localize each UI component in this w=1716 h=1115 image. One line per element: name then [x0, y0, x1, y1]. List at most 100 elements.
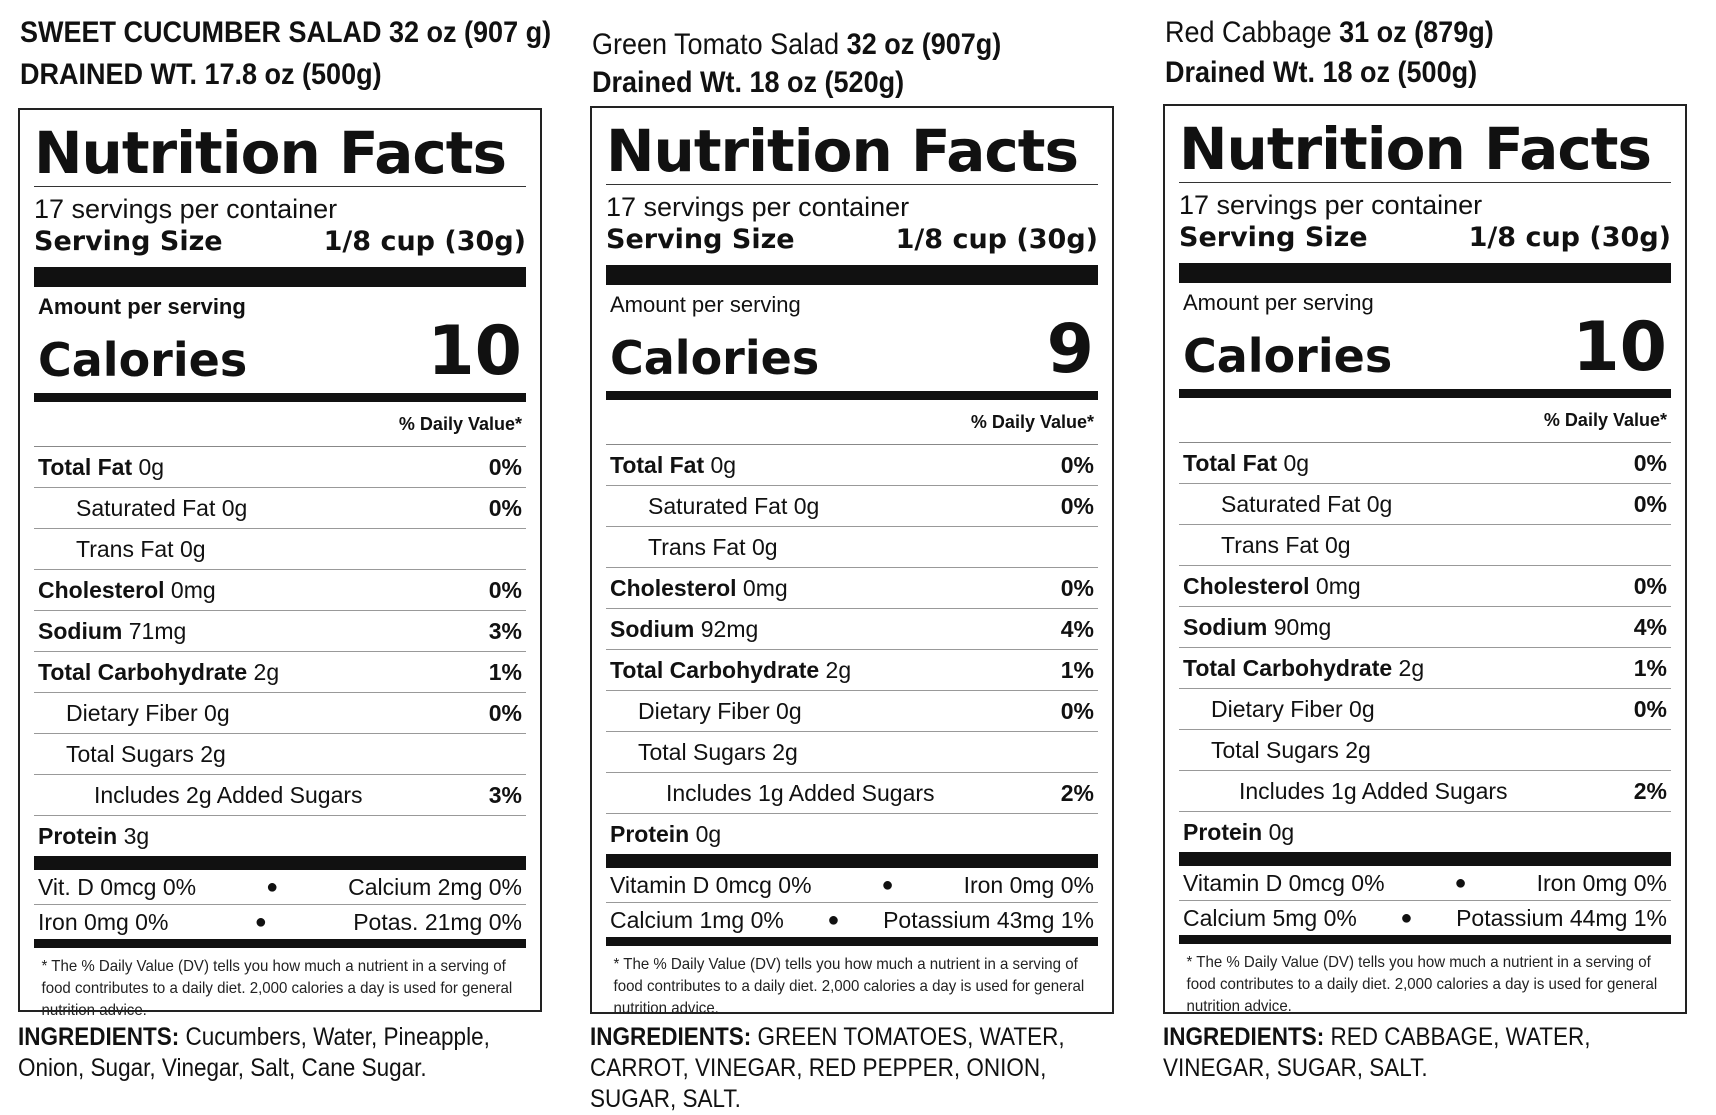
bullet-icon: ●	[254, 910, 267, 933]
amount-per-serving: Amount per serving	[38, 294, 246, 319]
vitamin-left: Iron 0mg 0%	[38, 908, 169, 935]
nutrient-row: Total Sugars 2g	[1179, 730, 1671, 771]
nutrient-daily-value: 0%	[488, 576, 522, 603]
nutrient-row: Includes 2g Added Sugars 3%	[34, 775, 526, 816]
nutrient-name-amount: Cholesterol 0mg	[38, 577, 216, 604]
nutrition-facts-heading: Nutrition Facts	[34, 122, 526, 187]
product-name: Red Cabbage	[1165, 16, 1332, 49]
drained-weight: 17.8 oz (500g)	[204, 58, 382, 91]
nutrient-daily-value: 2%	[1060, 779, 1094, 806]
thick-divider	[1179, 263, 1671, 283]
vitamin-right: Potas. 21mg 0%	[353, 908, 522, 935]
nutrient-name-amount: Trans Fat 0g	[610, 534, 778, 561]
drained-weight-line: DRAINED WT. 17.8 oz (500g)	[20, 58, 382, 92]
amount-per-serving: Amount per serving	[1183, 290, 1374, 315]
serving-size-row: Serving Size 1/8 cup (30g)	[606, 223, 1098, 265]
medium-divider	[34, 393, 526, 402]
nutrient-daily-value: 0%	[1060, 492, 1094, 519]
nutrient-daily-value: 2%	[1633, 777, 1667, 804]
nutrient-name: Protein	[38, 822, 118, 849]
servings-per-container: 17 servings per container	[1179, 190, 1483, 220]
nutrient-name-amount: Total Carbohydrate 2g	[1183, 655, 1424, 682]
calories-label: Calories	[610, 331, 820, 385]
nutrient-name: Protein	[610, 820, 690, 847]
serving-size-label: Serving Size	[606, 224, 795, 255]
nutrient-daily-value: 0%	[488, 453, 522, 480]
drained-label: DRAINED WT.	[20, 58, 197, 91]
nutrient-amount: 2g	[200, 740, 226, 767]
thick-divider	[606, 854, 1098, 868]
nutrient-name: Protein	[1183, 818, 1263, 845]
nutrient-row: Saturated Fat 0g 0%	[606, 486, 1098, 527]
nutrient-amount: 0g	[1349, 695, 1375, 722]
daily-value-header: % Daily Value*	[1179, 398, 1671, 443]
vitamin-left: Vit. D 0mcg 0%	[38, 873, 197, 900]
nutrient-daily-value: 3%	[488, 781, 522, 808]
nutrient-name-amount: Total Fat 0g	[38, 454, 164, 481]
daily-value-footnote: * The % Daily Value (DV) tells you how m…	[613, 956, 1085, 1017]
vitamin-left: Calcium 5mg 0%	[1183, 904, 1357, 931]
nutrient-daily-value: 0%	[1060, 451, 1094, 478]
nutrient-amount: 0g	[204, 699, 230, 726]
nutrient-amount: 2g	[825, 656, 852, 683]
nutrient-daily-value: 0%	[1633, 572, 1667, 599]
bullet-icon: ●	[881, 873, 894, 896]
nutrient-name-amount: Total Sugars 2g	[1183, 737, 1371, 764]
medium-divider	[606, 937, 1098, 946]
vitamin-right: Potassium 43mg 1%	[883, 906, 1094, 933]
nutrient-name-amount: Saturated Fat 0g	[38, 495, 247, 522]
nutrient-name-amount: Total Sugars 2g	[38, 741, 226, 768]
nutrient-row: Total Carbohydrate 2g 1%	[34, 652, 526, 693]
ingredients: INGREDIENTS: RED CABBAGE, WATER, VINEGAR…	[1163, 1022, 1703, 1084]
nutrient-amount: 0g	[179, 535, 206, 562]
nutrient-row: Dietary Fiber 0g 0%	[1179, 689, 1671, 730]
calories-value: 10	[427, 312, 522, 391]
nutrient-daily-value: 0%	[1633, 695, 1667, 722]
bullet-icon: ●	[827, 908, 840, 931]
product-title: Green Tomato Salad 32 oz (907g)	[592, 28, 1001, 62]
serving-size-label: Serving Size	[1179, 222, 1368, 253]
medium-divider	[34, 939, 526, 948]
vitamin-right: Calcium 2mg 0%	[348, 873, 522, 900]
calories-label: Calories	[38, 333, 248, 387]
thick-divider	[1179, 852, 1671, 866]
nutrient-row: Cholesterol 0mg 0%	[34, 570, 526, 611]
nutrient-daily-value: 0%	[1060, 574, 1094, 601]
nutrient-name: Sodium	[610, 615, 695, 642]
nutrient-name: Includes 1g Added Sugars	[666, 779, 935, 806]
nutrient-name: Cholesterol	[1183, 572, 1310, 599]
drained-weight: 18 oz (520g)	[749, 66, 905, 99]
nutrient-name: Includes 2g Added Sugars	[94, 781, 363, 808]
drained-weight-line: Drained Wt. 18 oz (520g)	[592, 66, 904, 100]
nutrient-amount: 0g	[1366, 490, 1393, 517]
serving-size-value: 1/8 cup (30g)	[323, 226, 526, 257]
nutrient-amount: 3g	[123, 822, 150, 849]
nutrient-name: Saturated Fat	[1221, 490, 1361, 517]
daily-value-footnote: * The % Daily Value (DV) tells you how m…	[1186, 954, 1658, 1015]
nutrient-row: Trans Fat 0g	[34, 529, 526, 570]
bullet-icon: ●	[1400, 906, 1413, 929]
calories-row: Calories 9	[606, 316, 1098, 391]
vitamin-right: Iron 0mg 0%	[963, 871, 1094, 898]
nutrient-name: Total Carbohydrate	[38, 658, 248, 685]
nutrient-row: Includes 1g Added Sugars 2%	[606, 773, 1098, 814]
nutrient-name-amount: Sodium 71mg	[38, 618, 186, 645]
nutrient-daily-value: 1%	[1060, 656, 1094, 683]
nutrient-name: Trans Fat	[648, 533, 746, 560]
nutrient-name: Saturated Fat	[648, 492, 788, 519]
nutrient-amount: 0g	[751, 533, 778, 560]
product-name: Green Tomato Salad	[592, 28, 840, 61]
servings-per-container: 17 servings per container	[34, 194, 338, 224]
net-weight: 32 oz (907 g)	[389, 16, 552, 49]
nutrient-name: Trans Fat	[76, 535, 174, 562]
thick-divider	[34, 856, 526, 870]
calories-row: Calories 10	[1179, 314, 1671, 389]
nutrient-amount: 90mg	[1273, 613, 1332, 640]
nutrient-row: Total Fat 0g 0%	[606, 445, 1098, 486]
nutrient-amount: 0g	[1268, 818, 1295, 845]
nutrient-name: Saturated Fat	[76, 494, 216, 521]
nutrient-amount: 0g	[221, 494, 248, 521]
nutrient-amount: 0g	[1283, 449, 1310, 476]
nutrient-name: Trans Fat	[1221, 531, 1319, 558]
net-weight: 32 oz (907g)	[846, 28, 1002, 61]
